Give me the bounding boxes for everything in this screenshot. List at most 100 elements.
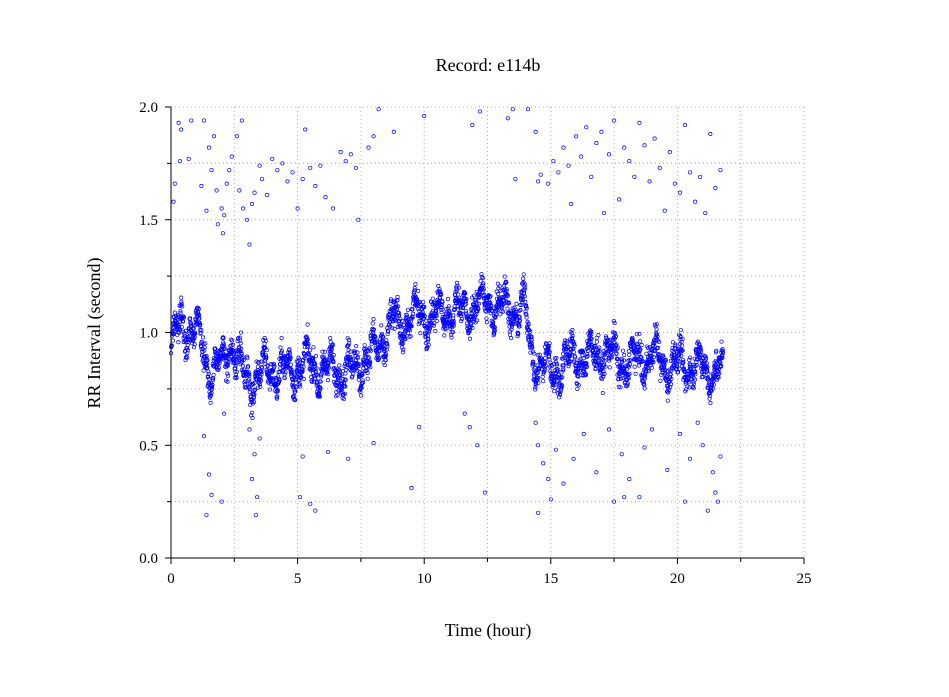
data-point [649, 365, 654, 370]
data-point [203, 341, 208, 346]
data-point [412, 286, 417, 291]
data-point [237, 335, 242, 340]
data-point [216, 365, 221, 370]
data-point [201, 434, 206, 439]
data-point [707, 396, 712, 401]
data-point [300, 454, 305, 459]
data-point [209, 492, 214, 497]
data-point [674, 366, 679, 371]
data-point [230, 342, 236, 347]
data-point [219, 206, 224, 211]
data-point [213, 357, 218, 362]
data-point [708, 389, 713, 394]
data-point [400, 341, 405, 346]
data-point [627, 159, 632, 164]
data-point [176, 120, 181, 125]
data-point [365, 368, 370, 373]
data-point [654, 322, 659, 327]
data-point [619, 452, 624, 457]
data-point [663, 358, 668, 363]
data-point [612, 499, 617, 504]
data-point [618, 376, 623, 381]
data-point [617, 197, 622, 202]
data-point [206, 381, 211, 386]
data-point [355, 356, 360, 361]
data-point [389, 297, 394, 302]
data-point [457, 295, 462, 300]
axis-ticks: 0 5 10 15 20 25 0.0 0.5 1.0 1.5 2.0 [139, 100, 811, 587]
data-point [244, 385, 249, 390]
data-point [518, 302, 523, 308]
data-point [445, 297, 451, 302]
data-point [658, 357, 664, 362]
data-point [705, 365, 710, 370]
data-point [355, 354, 360, 359]
data-point [571, 350, 576, 355]
data-point [589, 329, 594, 334]
data-point [677, 431, 682, 437]
data-point [421, 316, 426, 321]
data-point [603, 364, 608, 369]
data-point [612, 118, 617, 123]
data-point [673, 343, 678, 348]
data-point [479, 272, 484, 277]
data-point [277, 378, 282, 383]
data-point [558, 375, 563, 380]
data-point [543, 355, 548, 360]
data-point [646, 367, 651, 372]
data-point [291, 377, 296, 383]
data-point [179, 324, 184, 330]
data-point [319, 374, 324, 379]
data-point [600, 390, 605, 396]
data-point [678, 337, 683, 342]
data-point [402, 332, 407, 337]
y-tick-label: 0.0 [139, 551, 158, 567]
data-point [308, 501, 313, 506]
data-point [477, 294, 482, 299]
data-point [373, 334, 378, 339]
data-point [641, 379, 646, 384]
data-point [654, 327, 659, 332]
data-point [279, 349, 285, 354]
data-point [360, 372, 365, 377]
data-point [343, 384, 348, 389]
data-point [556, 170, 561, 175]
data-point [181, 314, 186, 319]
data-point [394, 319, 399, 324]
data-point [517, 324, 522, 329]
data-point [257, 163, 262, 168]
data-point [191, 345, 197, 350]
data-point [410, 311, 416, 316]
data-point [449, 330, 454, 335]
data-point [364, 348, 369, 353]
data-point [353, 353, 358, 358]
x-tick-label: 5 [294, 571, 302, 587]
data-point [295, 206, 300, 211]
data-point [189, 118, 194, 123]
data-point [171, 332, 176, 337]
x-tick-label: 25 [797, 571, 812, 587]
data-point [677, 353, 682, 358]
data-point [177, 327, 182, 332]
data-point [259, 372, 264, 377]
data-point [584, 355, 589, 360]
data-point [570, 334, 575, 339]
data-point [670, 345, 675, 351]
data-point [191, 338, 196, 343]
data-point [197, 316, 202, 321]
data-point [409, 486, 414, 491]
data-point [431, 323, 436, 328]
data-point [523, 299, 528, 304]
data-point [639, 355, 644, 360]
data-point [430, 296, 435, 301]
data-point [609, 355, 614, 360]
data-point [512, 319, 517, 324]
data-point [184, 355, 189, 360]
data-point [410, 307, 415, 312]
data-point [359, 383, 364, 388]
data-point [637, 331, 642, 336]
data-point [500, 309, 506, 314]
data-point [715, 499, 720, 504]
data-point [506, 301, 511, 306]
data-point [388, 301, 393, 306]
